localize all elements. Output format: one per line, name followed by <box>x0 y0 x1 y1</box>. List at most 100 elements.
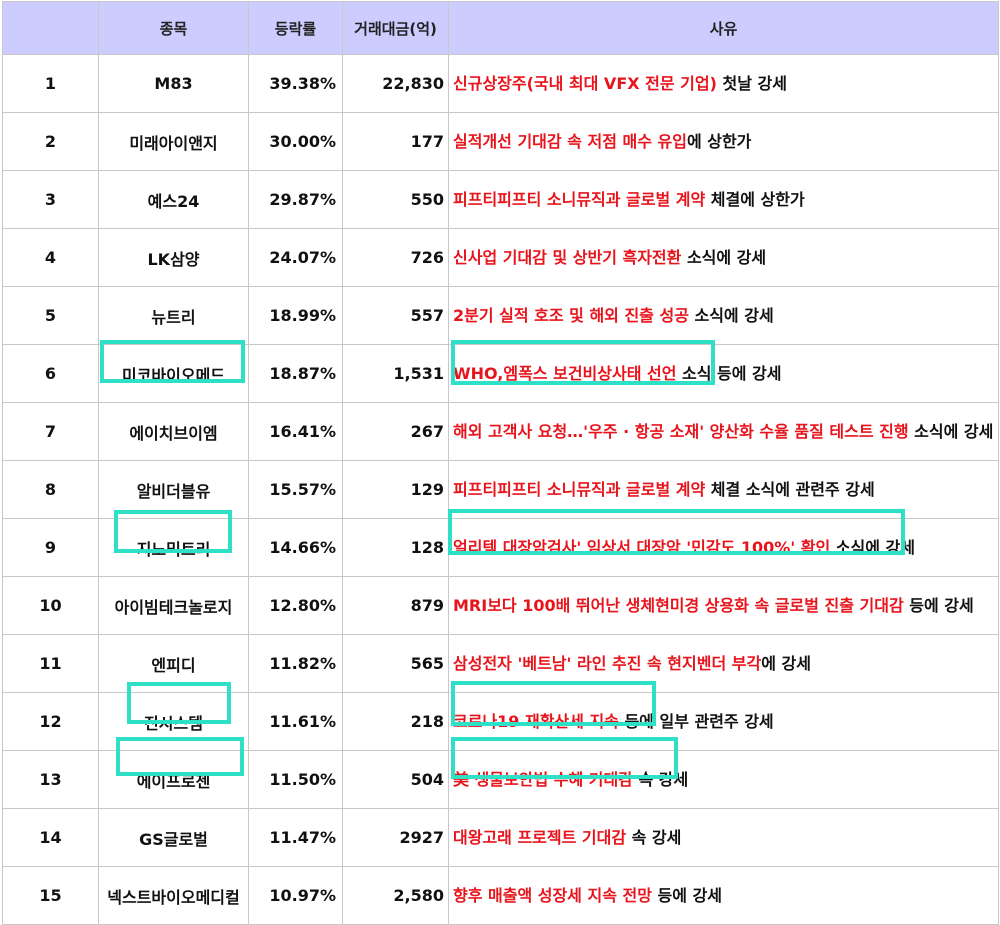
highlight-box-name-9 <box>114 510 232 553</box>
rank-cell: 7 <box>2 402 99 461</box>
change-rate-cell: 39.38% <box>248 54 343 113</box>
rank-cell: 5 <box>2 286 99 345</box>
table-row: 2 미래아이앤지 30.00% 177 실적개선 기대감 속 저점 매수 유입에 상한가 <box>2 112 999 171</box>
stock-name-cell: 알비더블유 <box>98 460 249 519</box>
change-rate-cell: 18.87% <box>248 344 343 403</box>
rank-cell: 10 <box>2 576 99 635</box>
table-row: 14 GS글로벌 11.47% 2927 대왕고래 프로젝트 기대감 속 강세 <box>2 808 999 867</box>
rank-cell: 1 <box>2 54 99 113</box>
highlight-box-name-13 <box>116 737 244 776</box>
stock-name-cell: 뉴트리 <box>98 286 249 345</box>
change-rate-cell: 15.57% <box>248 460 343 519</box>
rank-cell: 4 <box>2 228 99 287</box>
change-rate-cell: 11.82% <box>248 634 343 693</box>
reason-highlight-text: 신사업 기대감 및 상반기 흑자전환 <box>453 247 682 267</box>
trade-amount-cell: 726 <box>342 228 449 287</box>
highlight-box-reason-13 <box>451 737 678 779</box>
reason-highlight-text: 삼성전자 '베트남' 라인 추진 속 현지벤더 부각 <box>453 653 762 673</box>
trade-amount-cell: 2,580 <box>342 866 449 925</box>
reason-cell: 신사업 기대감 및 상반기 흑자전환 소식에 강세 <box>448 228 999 287</box>
trade-amount-cell: 129 <box>342 460 449 519</box>
reason-tail-text: 소식 등에 강세 <box>676 363 782 383</box>
reason-tail-text: 속 강세 <box>626 827 682 847</box>
trade-amount-cell: 22,830 <box>342 54 449 113</box>
rank-cell: 12 <box>2 692 99 751</box>
table-row: 4 LK삼양 24.07% 726 신사업 기대감 및 상반기 흑자전환 소식에 강세 <box>2 228 999 287</box>
reason-highlight-text: MRI보다 100배 뛰어난 생체현미경 상용화 속 글로벌 진출 기대감 <box>453 595 904 615</box>
trade-amount-cell: 565 <box>342 634 449 693</box>
table-row: 3 예스24 29.87% 550 피프티피프티 소니뮤직과 글로벌 계약 체결에 상한… <box>2 170 999 229</box>
rank-cell: 3 <box>2 170 99 229</box>
reason-highlight-text: 해외 고객사 요청…'우주 · 항공 소재' 양산화 수율 품질 테스트 진행 <box>453 421 909 441</box>
trade-amount-cell: 550 <box>342 170 449 229</box>
reason-highlight-text: 향후 매출액 성장세 지속 전망 <box>453 885 652 905</box>
reason-highlight-text: 실적개선 기대감 속 저점 매수 유입 <box>453 131 687 151</box>
rank-cell: 6 <box>2 344 99 403</box>
highlight-box-reason-12 <box>451 681 656 726</box>
trade-amount-cell: 177 <box>342 112 449 171</box>
change-rate-cell: 24.07% <box>248 228 343 287</box>
change-rate-cell: 29.87% <box>248 170 343 229</box>
trade-amount-cell: 218 <box>342 692 449 751</box>
reason-cell: 대왕고래 프로젝트 기대감 속 강세 <box>448 808 999 867</box>
table-row: 15 넥스트바이오메디컬 10.97% 2,580 향후 매출액 성장세 지속 전망 등… <box>2 866 999 925</box>
change-rate-cell: 18.99% <box>248 286 343 345</box>
trade-amount-cell: 879 <box>342 576 449 635</box>
change-rate-cell: 10.97% <box>248 866 343 925</box>
table-row: 13 에이프로젠 11.50% 504 美 생물보안법 수혜 기대감 속 강세 <box>2 750 999 809</box>
reason-tail-text: 체결 소식에 관련주 강세 <box>705 479 875 499</box>
rank-cell: 8 <box>2 460 99 519</box>
rank-cell: 14 <box>2 808 99 867</box>
rank-cell: 13 <box>2 750 99 809</box>
rank-cell: 15 <box>2 866 99 925</box>
reason-tail-text: 소식에 강세 <box>688 305 774 325</box>
reason-cell: 美 생물보안법 수혜 기대감 속 강세 <box>448 750 999 809</box>
name-header: 종목 <box>98 1 249 55</box>
stock-name-cell: 넥스트바이오메디컬 <box>98 866 249 925</box>
reason-cell: WHO,엠폭스 보건비상사태 선언 소식 등에 강세 <box>448 344 999 403</box>
stock-name-cell: M83 <box>98 54 249 113</box>
table-row: 10 아이빔테크놀로지 12.80% 879 MRI보다 100배 뛰어난 생체현미경 … <box>2 576 999 635</box>
reason-tail-text: 에 강세 <box>761 653 811 673</box>
change-rate-cell: 11.47% <box>248 808 343 867</box>
stock-name-cell: 에이프로젠 <box>98 750 249 809</box>
change-rate-cell: 11.50% <box>248 750 343 809</box>
reason-tail-text: 등에 일부 관련주 강세 <box>618 711 774 731</box>
reason-tail-text: 등에 강세 <box>651 885 722 905</box>
rank-cell: 9 <box>2 518 99 577</box>
reason-highlight-text: 대왕고래 프로젝트 기대감 <box>453 827 627 847</box>
reason-highlight-text: 피프티피프티 소니뮤직과 글로벌 계약 <box>453 479 706 499</box>
stock-name-cell: 미래아이앤지 <box>98 112 249 171</box>
reason-tail-text: 첫날 강세 <box>716 73 787 93</box>
trade-amount-cell: 1,531 <box>342 344 449 403</box>
highlight-box-reason-9 <box>448 509 905 555</box>
reason-highlight-text: 신규상장주(국내 최대 VFX 전문 기업) <box>453 73 717 93</box>
rank-cell: 11 <box>2 634 99 693</box>
table-row: 7 에이치브이엠 16.41% 267 해외 고객사 요청…'우주 · 항공 소재' 양… <box>2 402 999 461</box>
reason-cell: 해외 고객사 요청…'우주 · 항공 소재' 양산화 수율 품질 테스트 진행 … <box>448 402 999 461</box>
stock-name-cell: 예스24 <box>98 170 249 229</box>
table-row: 1 M83 39.38% 22,830 신규상장주(국내 최대 VFX 전문 기업) 첫… <box>2 54 999 113</box>
table-row: 5 뉴트리 18.99% 557 2분기 실적 호조 및 해외 진출 성공 소식에 강세 <box>2 286 999 345</box>
reason-tail-text: 소식에 강세 <box>908 421 994 441</box>
stock-name-cell: LK삼양 <box>98 228 249 287</box>
change-rate-cell: 16.41% <box>248 402 343 461</box>
reason-tail-text: 에 상한가 <box>686 131 752 151</box>
reason-cell: 실적개선 기대감 속 저점 매수 유입에 상한가 <box>448 112 999 171</box>
stock-name-cell: GS글로벌 <box>98 808 249 867</box>
change-rate-cell: 11.61% <box>248 692 343 751</box>
change-rate-cell: 14.66% <box>248 518 343 577</box>
trade-amount-cell: 267 <box>342 402 449 461</box>
trade-amount-cell: 504 <box>342 750 449 809</box>
trade-amount-cell: 128 <box>342 518 449 577</box>
amount-header: 거래대금(억) <box>342 1 449 55</box>
highlight-box-reason-6 <box>451 340 715 385</box>
highlight-box-name-6 <box>100 340 245 383</box>
stock-name-cell: 에이치브이엠 <box>98 402 249 461</box>
reason-cell: 피프티피프티 소니뮤직과 글로벌 계약 체결에 상한가 <box>448 170 999 229</box>
change-rate-cell: 30.00% <box>248 112 343 171</box>
reason-highlight-text: WHO,엠폭스 보건비상사태 선언 <box>453 363 677 383</box>
reason-cell: 신규상장주(국내 최대 VFX 전문 기업) 첫날 강세 <box>448 54 999 113</box>
